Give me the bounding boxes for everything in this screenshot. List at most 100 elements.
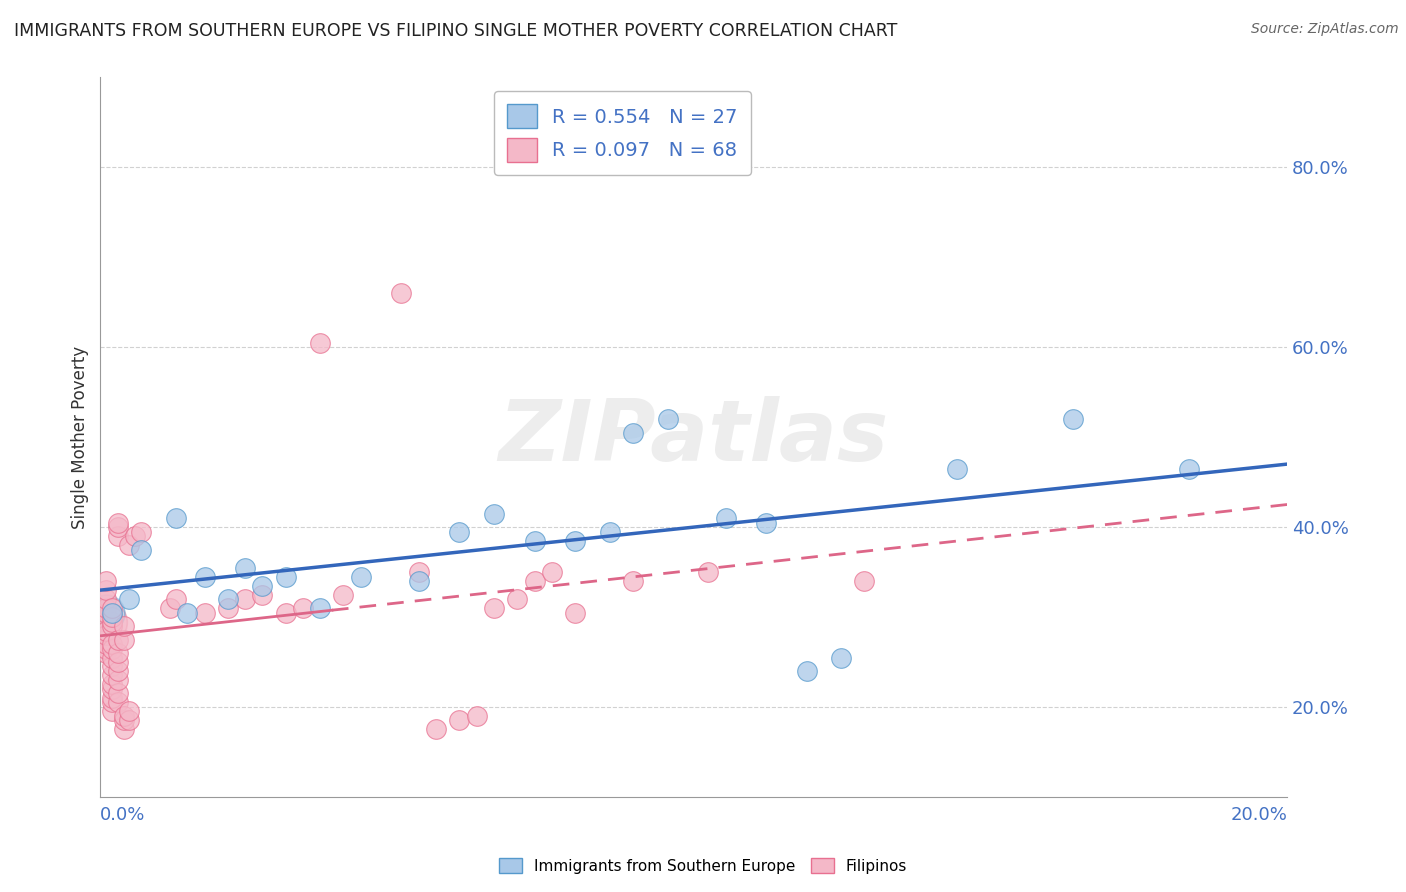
Point — [350, 569, 373, 583]
Point — [697, 565, 720, 579]
Point — [449, 524, 471, 539]
Point — [233, 592, 256, 607]
Point — [830, 650, 852, 665]
Y-axis label: Single Mother Poverty: Single Mother Poverty — [72, 345, 89, 529]
Point — [94, 641, 117, 656]
Point — [107, 632, 129, 647]
Point — [101, 696, 124, 710]
Point — [101, 668, 124, 682]
Point — [101, 659, 124, 673]
Point — [389, 286, 412, 301]
Point — [101, 650, 124, 665]
Point — [101, 637, 124, 651]
Point — [107, 673, 129, 687]
Point — [1177, 461, 1199, 475]
Point — [112, 632, 135, 647]
Point — [94, 646, 117, 660]
Point — [101, 606, 124, 620]
Point — [564, 533, 586, 548]
Point — [94, 601, 117, 615]
Point — [599, 524, 621, 539]
Point — [482, 601, 505, 615]
Point — [94, 615, 117, 629]
Point — [465, 709, 488, 723]
Point — [252, 578, 274, 592]
Text: ZIPatlas: ZIPatlas — [499, 396, 889, 479]
Point — [1062, 412, 1084, 426]
Point — [101, 601, 124, 615]
Point — [118, 538, 141, 552]
Point — [112, 723, 135, 737]
Point — [107, 655, 129, 669]
Point — [94, 606, 117, 620]
Point — [101, 610, 124, 624]
Point — [853, 574, 876, 588]
Point — [107, 646, 129, 660]
Point — [193, 569, 215, 583]
Point — [193, 606, 215, 620]
Point — [252, 588, 274, 602]
Point — [165, 592, 187, 607]
Point — [165, 511, 187, 525]
Legend: R = 0.554   N = 27, R = 0.097   N = 68: R = 0.554 N = 27, R = 0.097 N = 68 — [494, 91, 751, 175]
Point — [541, 565, 564, 579]
Point — [118, 705, 141, 719]
Point — [94, 606, 117, 620]
Point — [112, 714, 135, 728]
Point — [94, 582, 117, 597]
Text: IMMIGRANTS FROM SOUTHERN EUROPE VS FILIPINO SINGLE MOTHER POVERTY CORRELATION CH: IMMIGRANTS FROM SOUTHERN EUROPE VS FILIP… — [14, 22, 897, 40]
Point — [332, 588, 354, 602]
Point — [124, 529, 146, 543]
Point — [291, 601, 314, 615]
Text: 0.0%: 0.0% — [100, 805, 146, 824]
Point — [101, 619, 124, 633]
Point — [621, 425, 644, 440]
Point — [274, 606, 297, 620]
Point — [101, 681, 124, 696]
Point — [101, 677, 124, 691]
Point — [621, 574, 644, 588]
Point — [523, 533, 546, 548]
Point — [107, 664, 129, 678]
Point — [101, 705, 124, 719]
Point — [217, 601, 239, 615]
Point — [564, 606, 586, 620]
Point — [482, 507, 505, 521]
Point — [159, 601, 181, 615]
Point — [449, 714, 471, 728]
Point — [408, 574, 430, 588]
Point — [176, 606, 198, 620]
Point — [946, 461, 969, 475]
Point — [101, 615, 124, 629]
Point — [107, 696, 129, 710]
Point — [309, 335, 332, 350]
Point — [118, 592, 141, 607]
Point — [107, 686, 129, 700]
Point — [118, 714, 141, 728]
Point — [101, 641, 124, 656]
Point — [94, 592, 117, 607]
Point — [129, 524, 152, 539]
Point — [107, 520, 129, 534]
Point — [217, 592, 239, 607]
Point — [94, 624, 117, 638]
Point — [714, 511, 737, 525]
Point — [506, 592, 529, 607]
Point — [408, 565, 430, 579]
Text: Source: ZipAtlas.com: Source: ZipAtlas.com — [1251, 22, 1399, 37]
Legend: Immigrants from Southern Europe, Filipinos: Immigrants from Southern Europe, Filipin… — [492, 852, 914, 880]
Point — [94, 615, 117, 629]
Point — [94, 637, 117, 651]
Point — [755, 516, 778, 530]
Point — [107, 516, 129, 530]
Point — [107, 529, 129, 543]
Point — [233, 560, 256, 574]
Point — [425, 723, 447, 737]
Point — [129, 542, 152, 557]
Point — [796, 664, 818, 678]
Point — [523, 574, 546, 588]
Point — [112, 619, 135, 633]
Point — [94, 574, 117, 588]
Point — [309, 601, 332, 615]
Point — [274, 569, 297, 583]
